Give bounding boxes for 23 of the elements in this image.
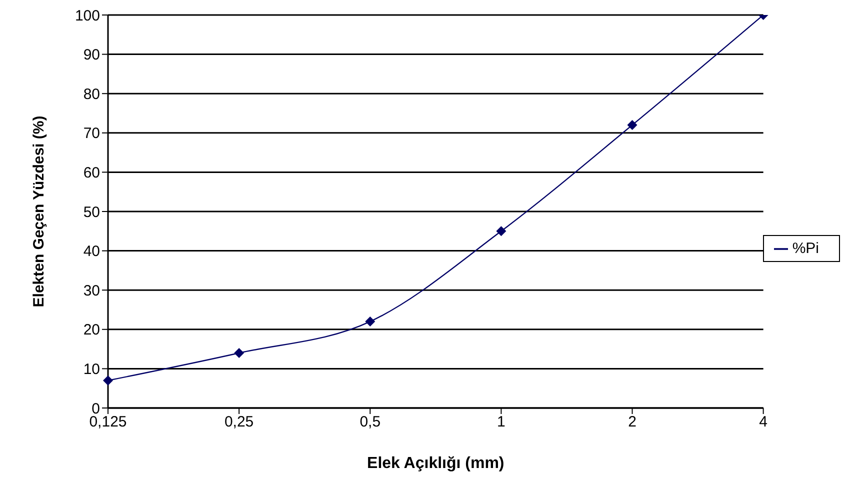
point — [627, 120, 638, 130]
x-tick-label: 0,5 — [360, 414, 381, 431]
x-axis-title: Elek Açıklığı (mm) — [367, 455, 504, 472]
point — [103, 375, 113, 386]
y-tick-label: 40 — [83, 243, 100, 260]
y-tick-label: 50 — [83, 204, 100, 221]
y-tick-label: 100 — [74, 7, 100, 24]
point — [234, 348, 244, 358]
y-tick-label: 90 — [83, 46, 100, 64]
y-tick-label: 20 — [83, 322, 100, 339]
legend-label: %Pi — [792, 240, 819, 256]
x-tick-label: 1 — [497, 414, 506, 431]
point — [365, 316, 376, 327]
y-tick-label: 70 — [83, 125, 100, 142]
y-tick-label: 30 — [83, 282, 100, 300]
x-tick-label: 2 — [628, 414, 636, 431]
point — [496, 226, 506, 236]
y-tick-label: 80 — [83, 86, 100, 103]
y-tick-label: 60 — [83, 164, 100, 182]
x-tick-label: 0,25 — [224, 414, 254, 431]
y-tick-label: 10 — [83, 361, 100, 378]
y-axis-title: Elekten Geçen Yüzdesi (%) — [30, 116, 48, 308]
x-tick-label: 4 — [759, 414, 768, 431]
